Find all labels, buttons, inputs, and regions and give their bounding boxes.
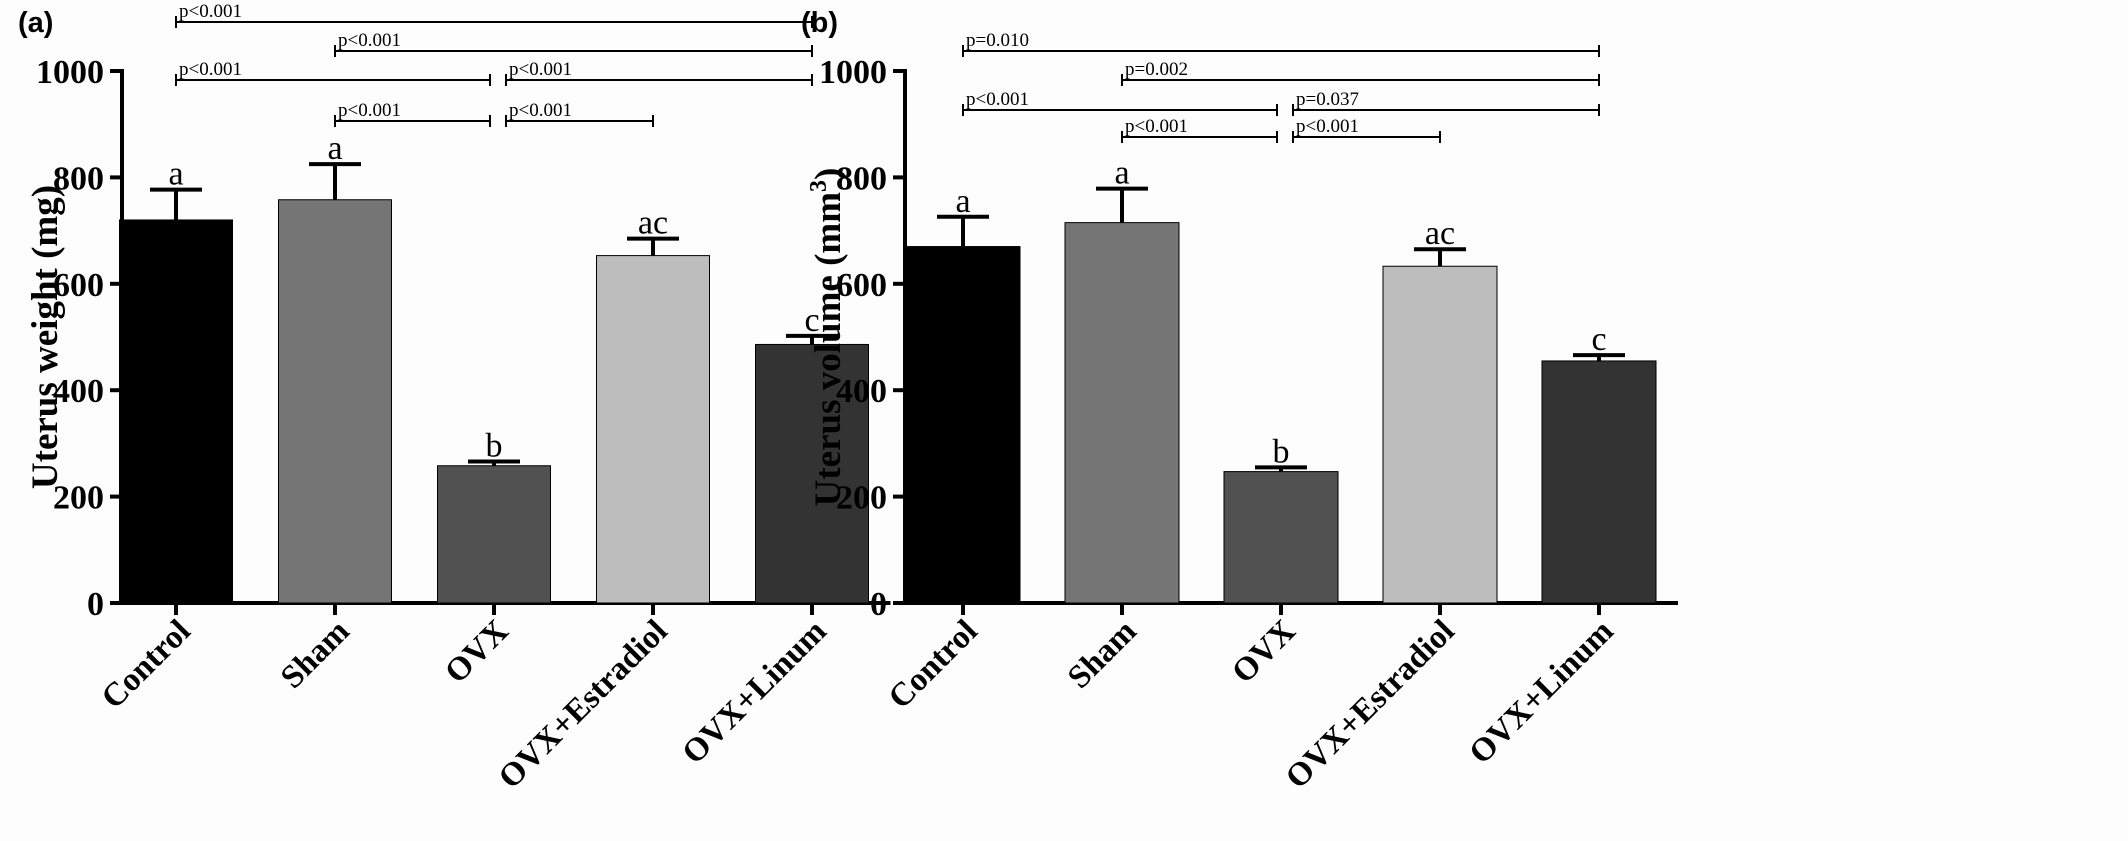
p-value-label: p<0.001 (179, 59, 242, 80)
bar (1064, 222, 1180, 604)
x-tick-label: OVX+Estradiol (492, 613, 675, 796)
bar (278, 199, 392, 604)
group-letter: ac (638, 205, 668, 242)
p-value-label: p<0.001 (509, 100, 572, 121)
group-letter: ac (1425, 215, 1455, 252)
y-tick-label: 800 (53, 160, 104, 197)
group-letter: a (1114, 155, 1129, 192)
p-value-label: p=0.037 (1296, 89, 1359, 110)
bar (1541, 360, 1657, 604)
group-letter: a (168, 156, 183, 193)
y-tick-label: 600 (53, 267, 104, 304)
bar (1382, 265, 1498, 604)
x-tick-label: OVX+Linum (676, 613, 834, 771)
group-letter: a (327, 130, 342, 167)
chart-panel-b: (b) Uterus volume (mm3) 0 200 400 600 800 1000 a… (801, 7, 1678, 796)
x-tick-label: Control (95, 613, 198, 716)
panel-label: (a) (18, 7, 53, 39)
x-tick-label: OVX (438, 613, 515, 690)
group-letter: b (1273, 433, 1290, 470)
y-tick-label: 1000 (36, 54, 104, 91)
x-tick-label: Sham (274, 613, 357, 696)
x-tick-label: OVX+Linum (1463, 613, 1621, 771)
y-tick-label: 0 (870, 586, 887, 623)
y-tick-label: 200 (836, 480, 887, 517)
group-letter: a (955, 183, 970, 220)
group-letter: c (804, 302, 819, 339)
x-tick-label: Control (882, 613, 985, 716)
p-value-label: p=0.010 (966, 30, 1029, 51)
x-tick-label: Sham (1061, 613, 1144, 696)
p-value-label: p<0.001 (1296, 116, 1359, 137)
p-value-label: p<0.001 (509, 59, 572, 80)
p-value-label: p<0.001 (338, 30, 401, 51)
group-letter: c (1591, 321, 1606, 358)
bar (119, 219, 233, 604)
panel-label: (b) (801, 7, 838, 39)
y-tick-label: 400 (53, 373, 104, 410)
y-axis-label: Uterus volume (mm3) (806, 168, 849, 507)
y-tick-label: 1000 (819, 54, 887, 91)
x-tick-label: OVX (1225, 613, 1302, 690)
group-letter: b (486, 427, 503, 464)
y-tick-label: 600 (836, 267, 887, 304)
y-tick-label: 400 (836, 373, 887, 410)
y-tick-label: 0 (87, 586, 104, 623)
x-tick-label: OVX+Estradiol (1279, 613, 1462, 796)
p-value-label: p<0.001 (1125, 116, 1188, 137)
bar (596, 255, 710, 604)
bar (905, 246, 1021, 604)
y-tick-label: 200 (53, 480, 104, 517)
bar (437, 465, 551, 604)
chart-panel-a: (a) Uterus weight (mg) 0 200 400 600 800 1000 a C… (18, 1, 891, 796)
y-tick-label: 800 (836, 160, 887, 197)
bar (1223, 471, 1339, 604)
p-value-label: p<0.001 (338, 100, 401, 121)
p-value-label: p<0.001 (179, 1, 242, 22)
p-value-label: p<0.001 (966, 89, 1029, 110)
bar (755, 343, 869, 604)
p-value-label: p=0.002 (1125, 59, 1188, 80)
y-axis-label: Uterus weight (mg) (25, 185, 66, 489)
